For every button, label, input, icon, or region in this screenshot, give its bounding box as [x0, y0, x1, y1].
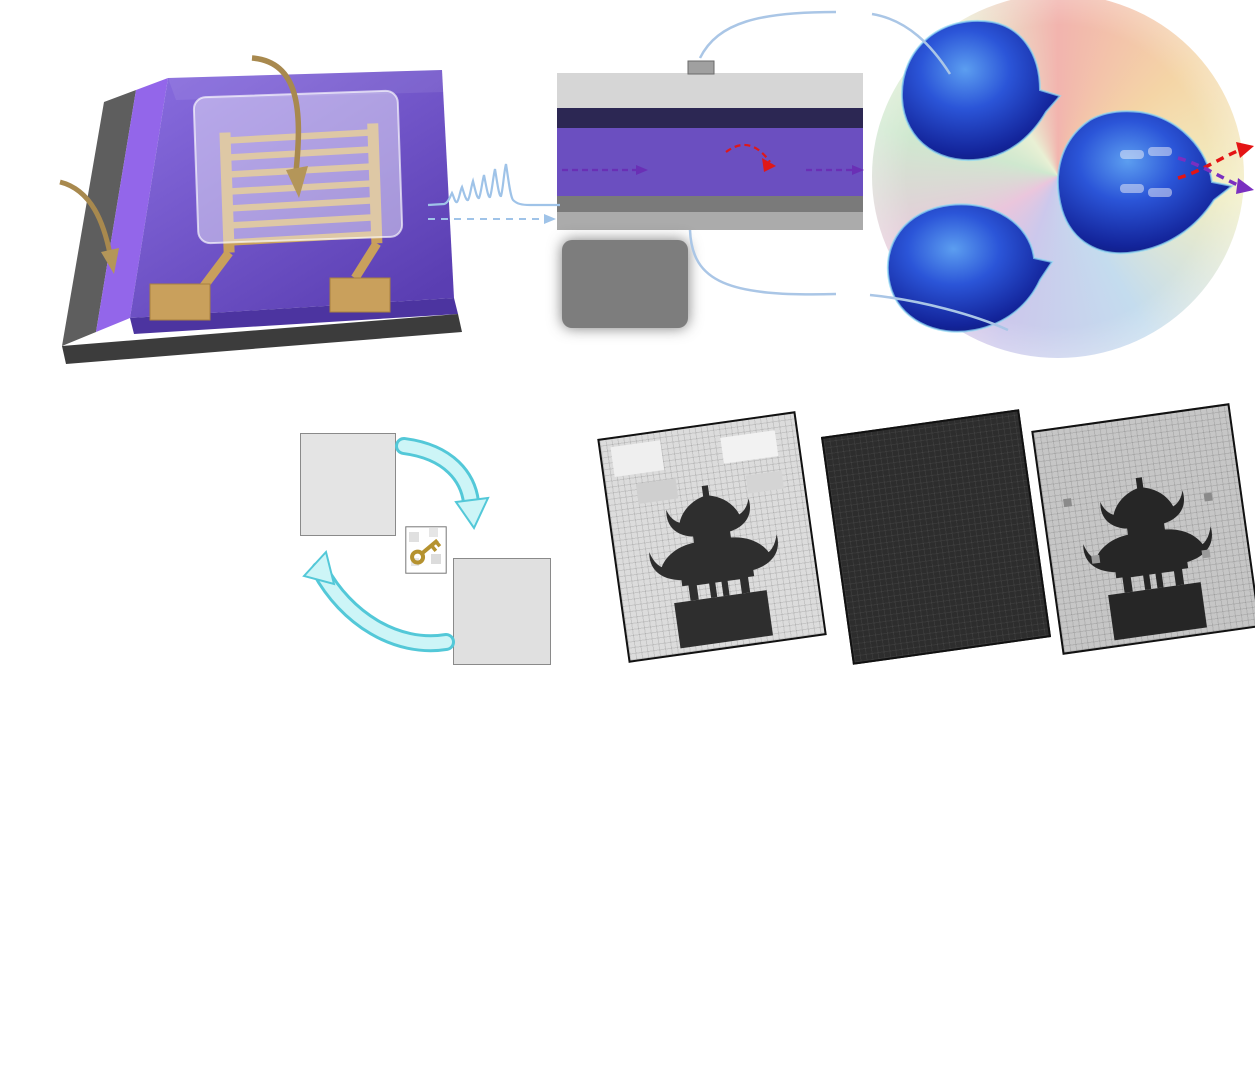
- electrolyte-layer: [557, 73, 863, 108]
- encrypted-image-grid: [453, 558, 551, 665]
- bc-psc-arrow: [562, 165, 864, 175]
- decrypted-image: [1031, 403, 1255, 655]
- device-3d-schematic: [59, 55, 462, 364]
- mss-arrow: [59, 179, 119, 274]
- ghost-electrodes: [1120, 147, 1172, 197]
- cross-section-legend: [562, 240, 688, 328]
- small-accuracy-chart: [868, 682, 1255, 1082]
- au-contact-pad-right: [329, 277, 391, 313]
- encryption-arrow: [395, 437, 490, 531]
- synapse-terminal-top: [900, 19, 1062, 162]
- plain-image-grid: [300, 433, 396, 536]
- encryption-cycle-arrows: [302, 437, 490, 653]
- device-cross-section: [557, 60, 864, 230]
- psc-dashed-arrow: [428, 214, 556, 224]
- mnist-accuracy-chart: [490, 682, 882, 1082]
- top-gate-electrode: [687, 60, 715, 75]
- decryption-arrow: [302, 549, 455, 653]
- lss-arrow: [251, 55, 308, 198]
- synapse-terminal-bottom: [886, 203, 1054, 333]
- psc-waveform: [427, 163, 560, 207]
- synapse-terminal-right: [1056, 110, 1235, 255]
- au-contact-pad-left: [149, 283, 211, 321]
- tc-psc-arrow: [725, 143, 776, 172]
- encrypted-image: [820, 409, 1052, 665]
- synapse-terminals: [886, 19, 1254, 333]
- neural-network-diagram: [0, 690, 490, 1082]
- panel-a-connectors: [427, 10, 1009, 332]
- grayscale-image: [597, 411, 827, 663]
- dc-psc-arrows: [1177, 142, 1254, 194]
- key-icon: [405, 526, 447, 574]
